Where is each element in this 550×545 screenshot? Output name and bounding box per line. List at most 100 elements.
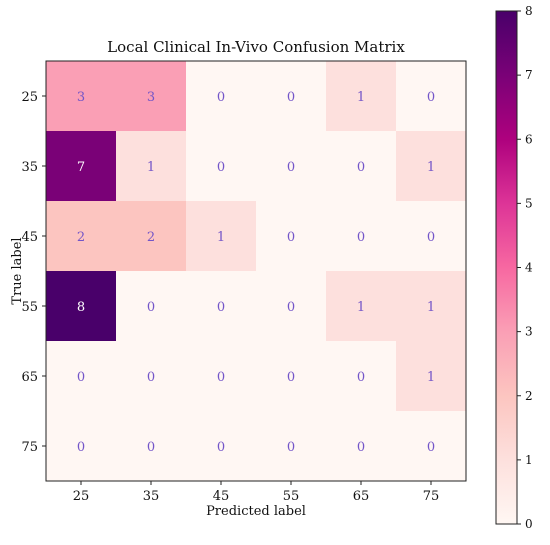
x-tick-label: 25 xyxy=(73,489,90,504)
y-axis-label: True label xyxy=(10,237,25,304)
colorbar-tick-label: 8 xyxy=(525,4,533,18)
cell-value-label: 8 xyxy=(77,300,85,315)
cell-value-label: 0 xyxy=(287,300,295,315)
cell-value-label: 1 xyxy=(427,160,435,175)
colorbar-tick-label: 1 xyxy=(525,453,533,467)
heatmap-cell xyxy=(46,131,117,202)
colorbar-tick-label: 5 xyxy=(525,196,533,210)
cell-value-label: 0 xyxy=(357,370,365,385)
cell-value-label: 2 xyxy=(77,230,85,245)
colorbar-tick-label: 0 xyxy=(525,517,533,531)
heatmap-cell xyxy=(256,341,327,412)
colorbar-tick-label: 6 xyxy=(525,132,533,146)
heatmap-cell xyxy=(186,201,257,272)
cell-value-label: 0 xyxy=(217,90,225,105)
cell-value-label: 0 xyxy=(287,160,295,175)
heatmap-cell xyxy=(186,131,257,202)
colorbar-tick-label: 3 xyxy=(525,325,533,339)
cell-value-label: 0 xyxy=(287,440,295,455)
y-tick-label: 45 xyxy=(21,230,38,245)
x-tick-label: 75 xyxy=(423,489,440,504)
x-tick-label: 35 xyxy=(143,489,160,504)
colorbar-tick-label: 2 xyxy=(525,389,533,403)
heatmap-cell xyxy=(256,271,327,342)
heatmap-cells xyxy=(46,61,467,482)
colorbar-tick-label: 7 xyxy=(525,68,533,82)
cell-value-label: 0 xyxy=(357,440,365,455)
cell-value-label: 1 xyxy=(147,160,155,175)
y-tick-label: 35 xyxy=(21,160,38,175)
cell-value-label: 0 xyxy=(147,370,155,385)
x-tick-label: 55 xyxy=(283,489,300,504)
heatmap-cell xyxy=(46,61,117,132)
colorbar-tick-label: 4 xyxy=(525,261,533,275)
cell-value-label: 0 xyxy=(77,370,85,385)
heatmap-cell xyxy=(326,271,397,342)
cell-value-label: 0 xyxy=(77,440,85,455)
heatmap-cell xyxy=(326,201,397,272)
heatmap-cell xyxy=(396,411,467,482)
cell-value-label: 0 xyxy=(357,160,365,175)
y-axis-ticks: 25 35 45 55 65 75 xyxy=(21,90,46,455)
cell-value-label: 0 xyxy=(287,230,295,245)
colorbar xyxy=(495,10,518,525)
cell-value-label: 0 xyxy=(427,230,435,245)
heatmap-cell xyxy=(396,201,467,272)
cell-value-label: 0 xyxy=(217,300,225,315)
cell-value-label: 3 xyxy=(77,90,85,105)
cell-value-label: 7 xyxy=(77,160,85,175)
cell-value-label: 1 xyxy=(357,300,365,315)
heatmap-cell xyxy=(326,341,397,412)
cell-value-label: 0 xyxy=(217,370,225,385)
y-tick-label: 65 xyxy=(21,370,38,385)
heatmap-cell xyxy=(186,411,257,482)
heatmap-cell xyxy=(186,341,257,412)
heatmap-cell xyxy=(396,271,467,342)
cell-value-label: 3 xyxy=(147,90,155,105)
cell-value-label: 0 xyxy=(287,90,295,105)
heatmap-cell xyxy=(116,61,187,132)
cell-value-label: 0 xyxy=(357,230,365,245)
cell-value-label: 1 xyxy=(427,300,435,315)
cell-value-label: 0 xyxy=(217,440,225,455)
cell-value-label: 1 xyxy=(217,230,225,245)
heatmap-cell xyxy=(256,411,327,482)
cell-annotations: 3 3 0 0 1 0 7 1 0 0 0 1 2 2 1 0 0 0 8 0 0 0 1 1 0 0 0 0 0 1 0 0 0 0 0 0 xyxy=(77,90,435,455)
x-axis-ticks: 25 35 45 55 65 75 xyxy=(73,481,440,504)
heatmap-cell xyxy=(256,61,327,132)
colorbar-ticks: 0 1 2 3 4 5 6 7 8 xyxy=(517,4,533,531)
heatmap-cell xyxy=(46,411,117,482)
heatmap-cell xyxy=(326,61,397,132)
heatmap-cell xyxy=(46,201,117,272)
x-tick-label: 65 xyxy=(353,489,370,504)
heatmap-cell xyxy=(396,341,467,412)
x-axis-label: Predicted label xyxy=(206,504,306,519)
heatmap-cell xyxy=(396,131,467,202)
chart-title: Local Clinical In-Vivo Confusion Matrix xyxy=(107,38,405,56)
y-tick-label: 75 xyxy=(21,440,38,455)
x-tick-label: 45 xyxy=(213,489,230,504)
cell-value-label: 0 xyxy=(287,370,295,385)
heatmap-cell xyxy=(116,201,187,272)
y-tick-label: 55 xyxy=(21,300,38,315)
heatmap-cell xyxy=(46,341,117,412)
heatmap-cell xyxy=(256,201,327,272)
heatmap-cell xyxy=(116,341,187,412)
cell-value-label: 1 xyxy=(357,90,365,105)
y-tick-label: 25 xyxy=(21,90,38,105)
cell-value-label: 1 xyxy=(427,370,435,385)
heatmap-cell xyxy=(116,271,187,342)
heatmap-cell xyxy=(116,411,187,482)
cell-value-label: 0 xyxy=(427,440,435,455)
heatmap-cell xyxy=(326,131,397,202)
heatmap-cell xyxy=(186,271,257,342)
cell-value-label: 2 xyxy=(147,230,155,245)
heatmap-cell xyxy=(186,61,257,132)
heatmap-cell xyxy=(396,61,467,132)
heatmap-cell xyxy=(326,411,397,482)
cell-value-label: 0 xyxy=(147,300,155,315)
plot-frame xyxy=(45,60,467,482)
cell-value-label: 0 xyxy=(427,90,435,105)
